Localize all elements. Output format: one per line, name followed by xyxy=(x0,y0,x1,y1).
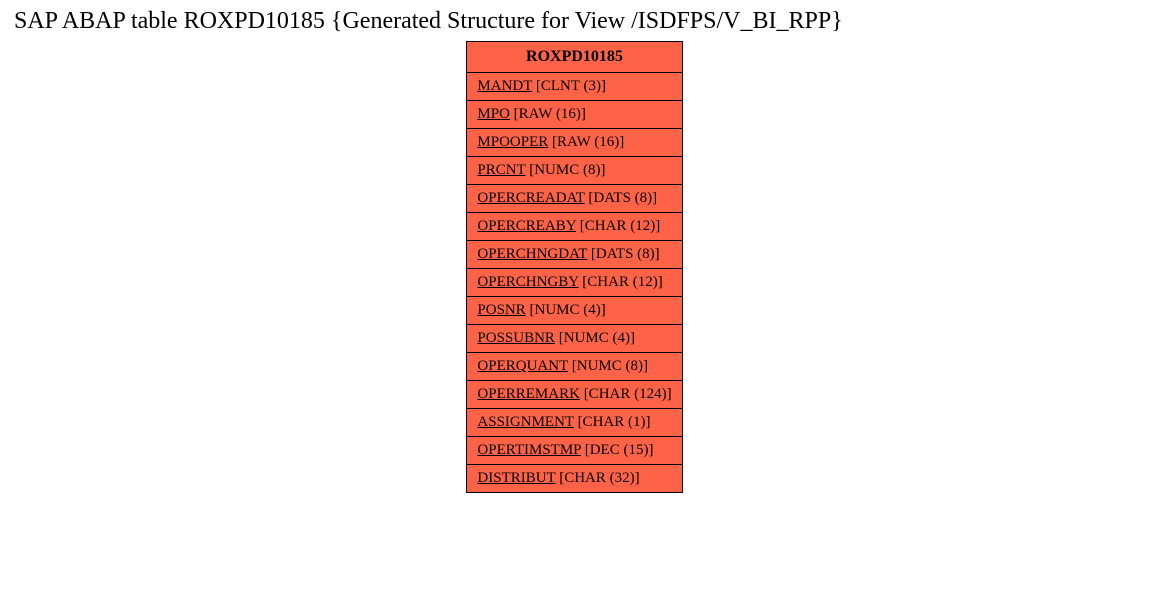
field-type: [NUMC (4)] xyxy=(555,330,635,346)
field-name: DISTRIBUT xyxy=(477,470,555,486)
field-cell: OPERCHNGBY [CHAR (12)] xyxy=(467,269,682,297)
field-type: [NUMC (4)] xyxy=(526,302,606,318)
field-cell: MANDT [CLNT (3)] xyxy=(467,73,682,101)
field-cell: OPERQUANT [NUMC (8)] xyxy=(467,353,682,381)
field-cell: DISTRIBUT [CHAR (32)] xyxy=(467,465,682,493)
field-cell: MPOOPER [RAW (16)] xyxy=(467,129,682,157)
field-name: OPERTIMSTMP xyxy=(477,442,581,458)
field-cell: MPO [RAW (16)] xyxy=(467,101,682,129)
field-name: OPERCREADAT xyxy=(477,190,584,206)
field-type: [CHAR (12)] xyxy=(576,218,660,234)
field-type: [CHAR (1)] xyxy=(574,414,651,430)
field-type: [CHAR (32)] xyxy=(555,470,639,486)
field-name: OPERCHNGBY xyxy=(477,274,578,290)
field-name: OPERCHNGDAT xyxy=(477,246,587,262)
field-type: [NUMC (8)] xyxy=(568,358,648,374)
table-row: MANDT [CLNT (3)] xyxy=(467,73,682,101)
field-name: PRCNT xyxy=(477,162,525,178)
field-cell: PRCNT [NUMC (8)] xyxy=(467,157,682,185)
field-cell: OPERTIMSTMP [DEC (15)] xyxy=(467,437,682,465)
table-row: ASSIGNMENT [CHAR (1)] xyxy=(467,409,682,437)
field-name: ASSIGNMENT xyxy=(477,414,573,430)
field-type: [RAW (16)] xyxy=(548,134,624,150)
table-row: MPOOPER [RAW (16)] xyxy=(467,129,682,157)
field-type: [DATS (8)] xyxy=(585,190,658,206)
field-type: [CHAR (124)] xyxy=(580,386,672,402)
table-container: ROXPD10185 MANDT [CLNT (3)]MPO [RAW (16)… xyxy=(0,41,1149,493)
field-cell: ASSIGNMENT [CHAR (1)] xyxy=(467,409,682,437)
field-name: MPOOPER xyxy=(477,134,548,150)
field-cell: OPERCHNGDAT [DATS (8)] xyxy=(467,241,682,269)
table-row: OPERCREADAT [DATS (8)] xyxy=(467,185,682,213)
page-title: SAP ABAP table ROXPD10185 {Generated Str… xyxy=(0,0,1149,35)
table-header: ROXPD10185 xyxy=(467,42,682,73)
table-row: OPERQUANT [NUMC (8)] xyxy=(467,353,682,381)
table-row: POSSUBNR [NUMC (4)] xyxy=(467,325,682,353)
field-name: POSNR xyxy=(477,302,525,318)
field-name: POSSUBNR xyxy=(477,330,555,346)
field-cell: OPERCREADAT [DATS (8)] xyxy=(467,185,682,213)
field-cell: OPERREMARK [CHAR (124)] xyxy=(467,381,682,409)
table-row: DISTRIBUT [CHAR (32)] xyxy=(467,465,682,493)
table-row: OPERTIMSTMP [DEC (15)] xyxy=(467,437,682,465)
field-type: [NUMC (8)] xyxy=(525,162,605,178)
field-name: MANDT xyxy=(477,78,532,94)
field-cell: POSNR [NUMC (4)] xyxy=(467,297,682,325)
table-row: OPERCHNGDAT [DATS (8)] xyxy=(467,241,682,269)
field-cell: POSSUBNR [NUMC (4)] xyxy=(467,325,682,353)
table-row: POSNR [NUMC (4)] xyxy=(467,297,682,325)
field-name: MPO xyxy=(477,106,510,122)
field-type: [RAW (16)] xyxy=(510,106,586,122)
table-body: MANDT [CLNT (3)]MPO [RAW (16)]MPOOPER [R… xyxy=(467,73,682,493)
field-type: [DATS (8)] xyxy=(587,246,660,262)
field-name: OPERQUANT xyxy=(477,358,568,374)
field-cell: OPERCREABY [CHAR (12)] xyxy=(467,213,682,241)
field-type: [CHAR (12)] xyxy=(579,274,663,290)
table-row: MPO [RAW (16)] xyxy=(467,101,682,129)
table-row: OPERCREABY [CHAR (12)] xyxy=(467,213,682,241)
table-row: OPERREMARK [CHAR (124)] xyxy=(467,381,682,409)
table-row: PRCNT [NUMC (8)] xyxy=(467,157,682,185)
table-row: OPERCHNGBY [CHAR (12)] xyxy=(467,269,682,297)
structure-table: ROXPD10185 MANDT [CLNT (3)]MPO [RAW (16)… xyxy=(466,41,682,493)
field-name: OPERREMARK xyxy=(477,386,580,402)
field-type: [CLNT (3)] xyxy=(532,78,606,94)
field-type: [DEC (15)] xyxy=(581,442,653,458)
field-name: OPERCREABY xyxy=(477,218,576,234)
